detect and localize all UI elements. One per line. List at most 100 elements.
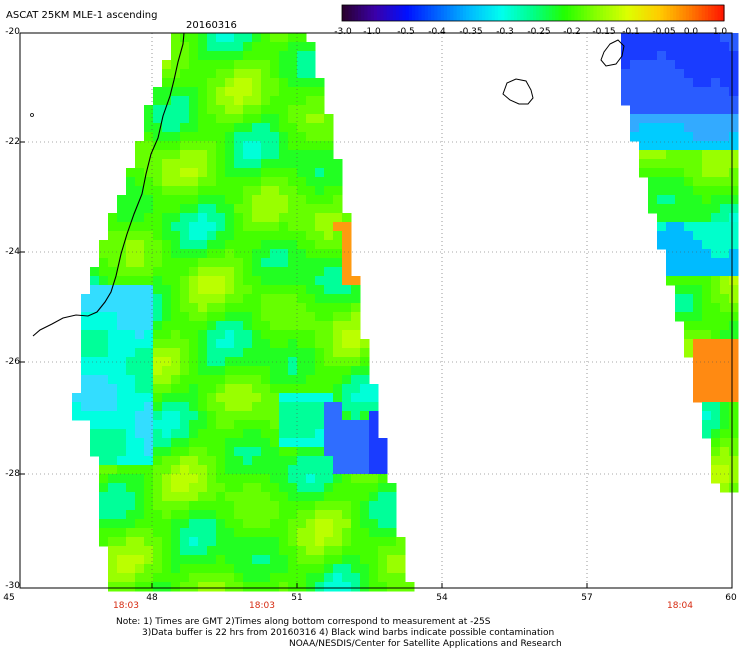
wind-cell bbox=[180, 456, 190, 466]
wind-cell bbox=[81, 375, 91, 385]
wind-cell bbox=[243, 150, 253, 160]
wind-cell bbox=[297, 141, 307, 151]
wind-cell bbox=[90, 357, 100, 367]
wind-cell bbox=[243, 357, 253, 367]
wind-cell bbox=[306, 456, 316, 466]
wind-cell bbox=[720, 285, 730, 295]
wind-cell bbox=[153, 546, 163, 556]
wind-cell bbox=[252, 123, 262, 133]
wind-cell bbox=[207, 132, 217, 142]
wind-cell bbox=[279, 96, 289, 106]
wind-cell bbox=[675, 60, 685, 70]
wind-cell bbox=[198, 276, 208, 286]
wind-cell bbox=[171, 177, 181, 187]
wind-cell bbox=[198, 42, 208, 52]
wind-cell bbox=[198, 132, 208, 142]
wind-cell bbox=[369, 465, 379, 475]
wind-cell bbox=[297, 357, 307, 367]
wind-cell bbox=[333, 348, 343, 358]
wind-cell bbox=[711, 114, 721, 124]
wind-cell bbox=[639, 123, 649, 133]
wind-cell bbox=[729, 60, 739, 70]
wind-cell bbox=[675, 213, 685, 223]
wind-cell bbox=[180, 492, 190, 502]
wind-cell bbox=[261, 141, 271, 151]
wind-cell bbox=[306, 105, 316, 115]
wind-cell bbox=[288, 303, 298, 313]
wind-cell bbox=[369, 492, 379, 502]
wind-cell bbox=[243, 204, 253, 214]
wind-cell bbox=[261, 240, 271, 250]
colorbar-segment bbox=[682, 5, 687, 21]
wind-cell bbox=[729, 384, 739, 394]
wind-cell bbox=[207, 411, 217, 421]
colorbar-segment bbox=[529, 5, 534, 21]
wind-cell bbox=[162, 294, 172, 304]
wind-cell bbox=[657, 204, 667, 214]
colorbar-segment bbox=[396, 5, 400, 21]
wind-cell bbox=[189, 258, 199, 268]
wind-cell bbox=[243, 555, 253, 565]
wind-cell bbox=[234, 474, 244, 484]
wind-cell bbox=[126, 411, 136, 421]
wind-cell bbox=[324, 411, 334, 421]
wind-cell bbox=[702, 276, 712, 286]
wind-cell bbox=[252, 285, 262, 295]
colorbar-segment bbox=[450, 5, 454, 21]
wind-cell bbox=[252, 564, 262, 574]
wind-cell bbox=[90, 321, 100, 331]
wind-cell bbox=[126, 375, 136, 385]
wind-cell bbox=[72, 402, 82, 412]
wind-cell bbox=[216, 114, 226, 124]
wind-cell bbox=[126, 321, 136, 331]
wind-cell bbox=[243, 501, 253, 511]
wind-cell bbox=[720, 114, 730, 124]
wind-cell bbox=[324, 132, 334, 142]
wind-cell bbox=[288, 249, 298, 259]
wind-cell bbox=[279, 420, 289, 430]
wind-cell bbox=[351, 510, 361, 520]
wind-cell bbox=[162, 339, 172, 349]
madagascar-coastline bbox=[32, 32, 185, 337]
wind-cell bbox=[180, 258, 190, 268]
wind-cell bbox=[198, 492, 208, 502]
wind-cell bbox=[342, 555, 352, 565]
wind-cell bbox=[135, 465, 145, 475]
wind-cell bbox=[288, 510, 298, 520]
wind-cell bbox=[711, 429, 721, 439]
wind-cell bbox=[630, 87, 640, 97]
wind-cell bbox=[315, 375, 325, 385]
wind-cell bbox=[720, 276, 730, 286]
colorbar-segment bbox=[466, 5, 470, 21]
colorbar-segment bbox=[593, 5, 598, 21]
wind-cell bbox=[99, 321, 109, 331]
wind-cell bbox=[720, 456, 730, 466]
wind-cell bbox=[243, 114, 253, 124]
wind-cell bbox=[189, 42, 199, 52]
wind-cell bbox=[270, 258, 280, 268]
wind-cell bbox=[315, 366, 325, 376]
wind-cell bbox=[684, 96, 694, 106]
wind-cell bbox=[621, 33, 631, 43]
wind-cell bbox=[252, 375, 262, 385]
wind-cell bbox=[189, 555, 199, 565]
wind-cell bbox=[225, 501, 235, 511]
wind-cell bbox=[216, 222, 226, 232]
wind-cell bbox=[315, 213, 325, 223]
wind-cell bbox=[693, 78, 703, 88]
colorbar-label: -0.15 bbox=[592, 27, 616, 37]
wind-cell bbox=[99, 249, 109, 259]
wind-cell bbox=[288, 438, 298, 448]
wind-cell bbox=[198, 465, 208, 475]
wind-cell bbox=[153, 447, 163, 457]
wind-cell bbox=[189, 573, 199, 583]
wind-cell bbox=[180, 375, 190, 385]
wind-cell bbox=[657, 168, 667, 178]
wind-cell bbox=[216, 339, 226, 349]
wind-cell bbox=[216, 150, 226, 160]
wind-cell bbox=[171, 249, 181, 259]
wind-cell bbox=[144, 582, 154, 592]
wind-cell bbox=[261, 420, 271, 430]
wind-cell bbox=[279, 42, 289, 52]
wind-cell bbox=[162, 69, 172, 79]
